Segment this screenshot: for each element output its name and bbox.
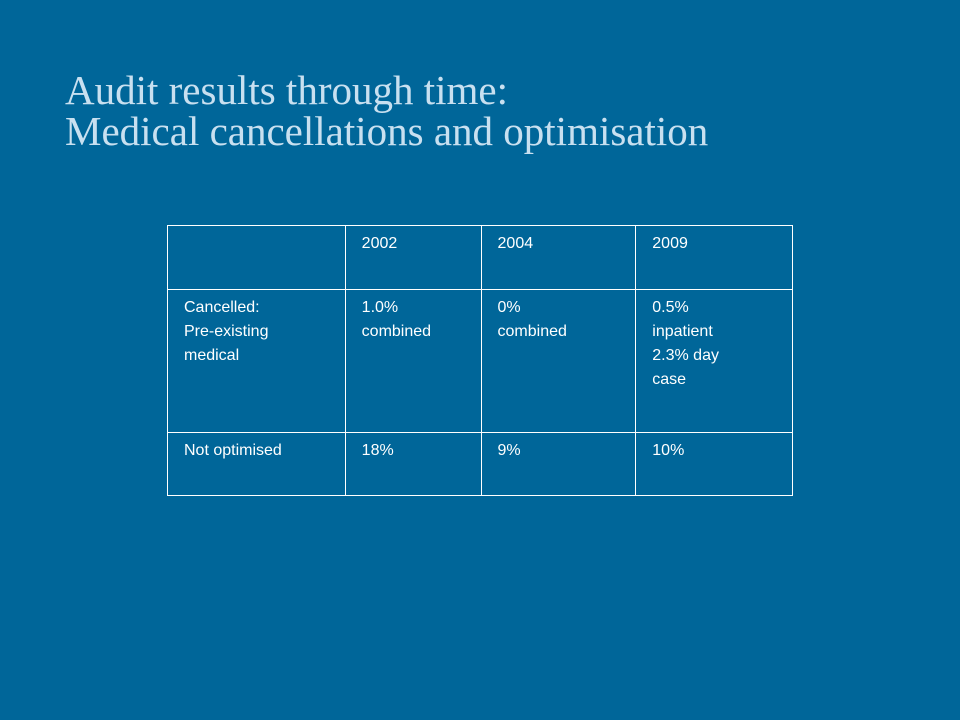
table-row-not-optimised: Not optimised 18% 9% 10% xyxy=(167,432,793,496)
table-cell: 0% combined xyxy=(480,289,637,433)
header-cell-year: 2004 xyxy=(480,225,637,290)
slide-title-line2: Medical cancellations and optimisation xyxy=(65,108,709,154)
table-header-row: 2002 2004 2009 xyxy=(167,225,793,290)
audit-results-table: 2002 2004 2009 Cancelled: Pre-existing m… xyxy=(167,225,793,496)
header-cell-year: 2002 xyxy=(344,225,482,290)
table-cell: 0.5% inpatient 2.3% day case xyxy=(635,289,793,433)
header-cell-year: 2009 xyxy=(635,225,793,290)
slide-title-line1: Audit results through time: xyxy=(65,67,508,113)
row-label: Not optimised xyxy=(167,432,346,496)
table-cell: 1.0% combined xyxy=(344,289,482,433)
table-cell: 10% xyxy=(635,432,793,496)
table-cell: 9% xyxy=(480,432,637,496)
table-row-cancelled: Cancelled: Pre-existing medical 1.0% com… xyxy=(167,289,793,433)
slide-title: Audit results through time: Medical canc… xyxy=(65,70,708,152)
header-cell-empty xyxy=(167,225,346,290)
row-label: Cancelled: Pre-existing medical xyxy=(167,289,346,433)
table-cell: 18% xyxy=(344,432,482,496)
